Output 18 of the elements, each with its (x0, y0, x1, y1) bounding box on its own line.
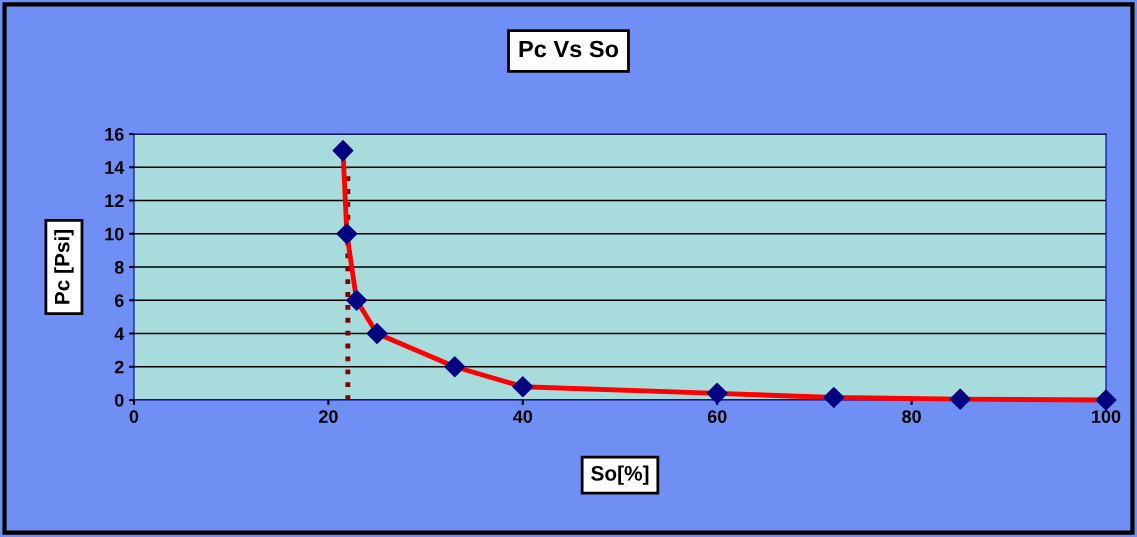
x-tick-label: 0 (129, 410, 139, 423)
y-tick-label: 14 (105, 161, 125, 174)
chart-title: Pc Vs So (519, 40, 619, 58)
y-tick-label: 10 (105, 227, 124, 241)
x-tick-label: 20 (318, 410, 338, 423)
x-tick-label: 60 (707, 410, 727, 423)
x-axis-title: So[%] (591, 465, 649, 485)
x-tick-label: 40 (513, 410, 533, 423)
y-tick-label: 12 (105, 194, 124, 208)
y-tick-label: 16 (105, 127, 124, 141)
y-tick-label: 0 (114, 393, 124, 407)
y-axis-title: Pc [Psi] (54, 229, 74, 304)
x-tick-label: 80 (902, 410, 921, 423)
x-tick-label: 100 (1092, 410, 1121, 423)
y-tick-label: 2 (114, 360, 124, 374)
y-tick-label: 8 (114, 260, 124, 274)
y-tick-label: 4 (114, 327, 125, 341)
y-tick-label: 6 (114, 294, 124, 307)
